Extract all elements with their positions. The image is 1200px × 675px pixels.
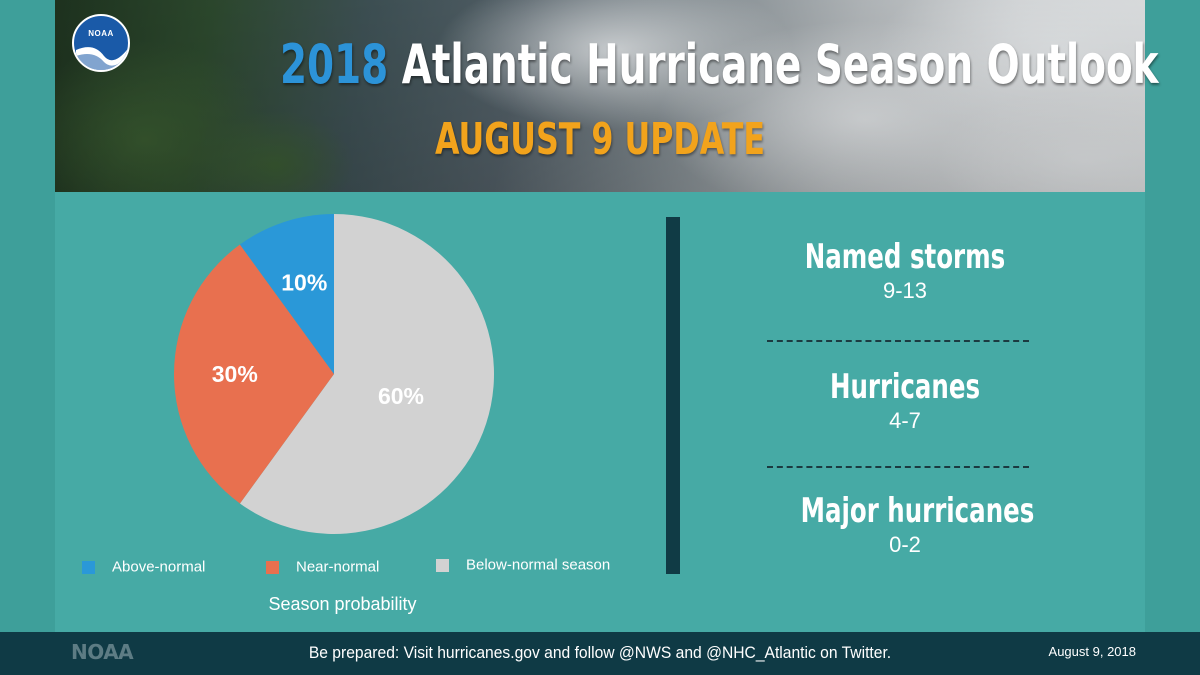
stat-named-storms: Named storms 9-13 (760, 236, 1050, 304)
stat-hurricanes: Hurricanes 4-7 (760, 366, 1050, 434)
pie-slice-label-below-normal-season: 60% (378, 383, 424, 409)
footer-message: Be prepared: Visit hurricanes.gov and fo… (308, 643, 892, 662)
dashed-separator (767, 466, 1029, 468)
satellite-banner (55, 0, 1145, 192)
legend-label-above-normal: Above-normal (112, 558, 206, 576)
pie-slice-near-normal (173, 244, 334, 504)
pie-slice-label-above-normal: 10% (281, 270, 327, 296)
footer-bar: NOAA Be prepared: Visit hurricanes.gov a… (0, 632, 1200, 675)
stat-label-named-storms: Named storms (804, 237, 1006, 277)
legend-label-near-normal: Near-normal (296, 558, 380, 576)
title-year: 2018 (280, 33, 389, 96)
stat-value-named-storms: 9-13 (882, 278, 928, 303)
vertical-divider (666, 217, 680, 574)
legend-item-below-normal: Below-normal season (436, 556, 610, 576)
footer-noaa-logo: NOAA (71, 640, 134, 664)
footer-date: August 9, 2018 (1048, 644, 1136, 659)
stat-value-major-hurricanes: 0-2 (889, 532, 921, 557)
page-title: 2018 Atlantic Hurricane Season Outlook (280, 30, 1159, 100)
pie-slice-below-normal-season (239, 214, 494, 534)
noaa-logo: NOAA (72, 14, 130, 72)
title-main: Atlantic Hurricane Season Outlook (401, 33, 1159, 96)
page-subtitle: AUGUST 9 UPDATE (434, 114, 766, 165)
dashed-separator (767, 340, 1029, 342)
left-margin-strip (0, 0, 55, 632)
legend-item-near-normal: Near-normal (266, 558, 379, 578)
stat-value-hurricanes: 4-7 (889, 408, 921, 433)
legend-swatch-above-normal (82, 560, 95, 574)
legend-swatch-near-normal (266, 560, 279, 574)
chart-caption: Season probability (268, 594, 417, 614)
pie-slice-above-normal (239, 214, 334, 374)
legend-swatch-below-normal (436, 558, 449, 572)
pie-slice-label-near-normal: 30% (212, 361, 258, 387)
stat-major-hurricanes: Major hurricanes 0-2 (760, 490, 1050, 558)
stat-label-hurricanes: Hurricanes (829, 367, 981, 407)
right-margin-strip (1145, 0, 1200, 632)
legend-label-below-normal: Below-normal season (466, 556, 611, 574)
logo-text: NOAA (88, 29, 114, 38)
stat-label-major-hurricanes: Major hurricanes (800, 491, 1035, 531)
legend-item-above-normal: Above-normal (82, 558, 205, 578)
